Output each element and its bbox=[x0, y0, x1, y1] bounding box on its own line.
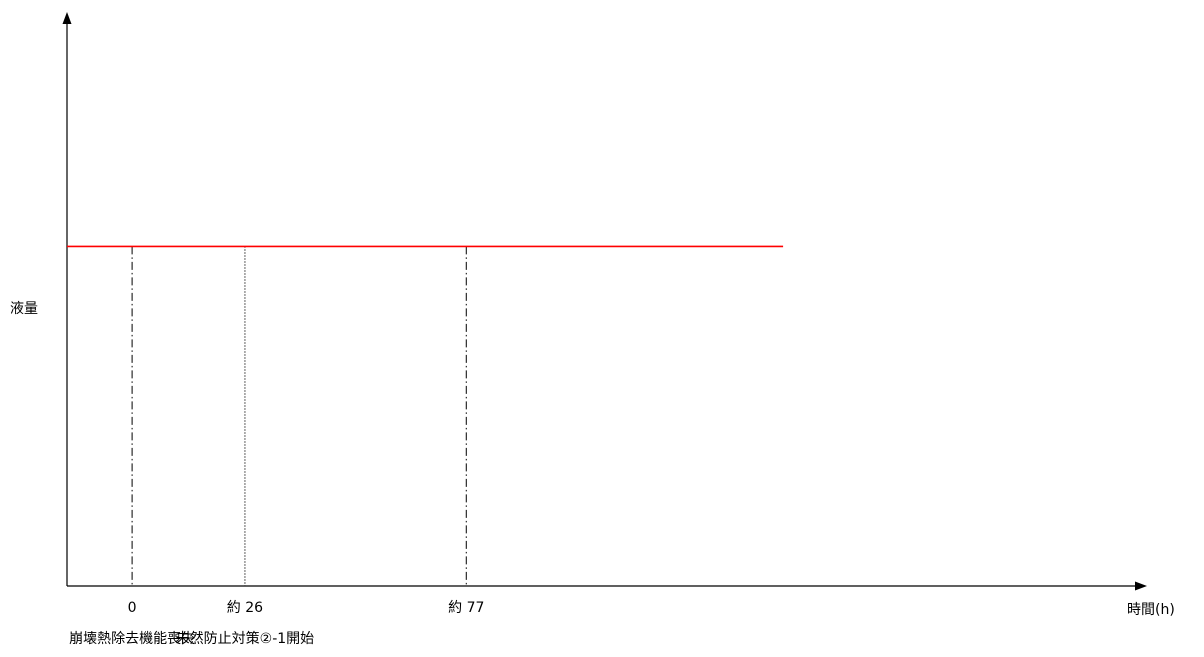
y-axis-arrow bbox=[62, 12, 72, 24]
event-lines bbox=[131, 246, 467, 586]
event-annotation-1: 未然防止対策②-1開始 bbox=[176, 630, 315, 647]
y-axis-label: 液量 bbox=[10, 301, 38, 317]
x-tick-label-1: 約 26 bbox=[227, 600, 263, 616]
x-axis-arrow bbox=[1135, 581, 1147, 591]
x-axis-label: 時間(h) bbox=[1127, 602, 1175, 618]
x-tick-label-2: 約 77 bbox=[448, 600, 484, 616]
x-tick-label-0: 0 bbox=[128, 600, 137, 616]
axes: 液量 時間(h) bbox=[10, 12, 1175, 618]
event-labels: 0 崩壊熱除去機能喪失 約 26 未然防止対策②-1開始 約 77 bbox=[69, 600, 484, 647]
event-annotation-0: 崩壊熱除去機能喪失 bbox=[69, 631, 195, 647]
